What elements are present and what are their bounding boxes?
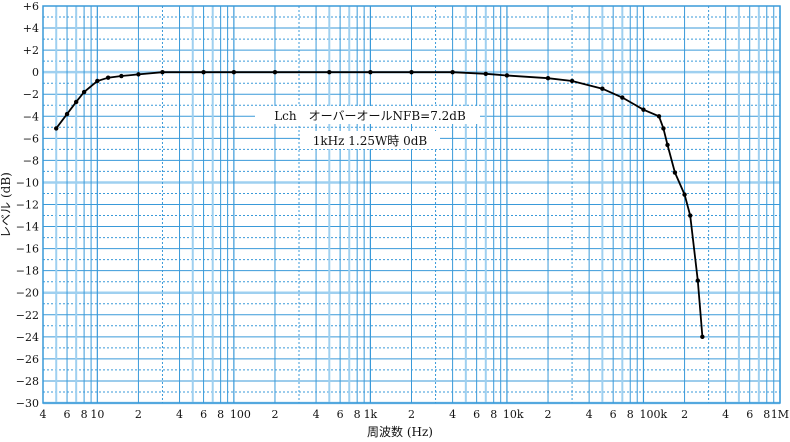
data-point bbox=[54, 126, 59, 131]
data-point bbox=[661, 126, 666, 131]
data-point bbox=[620, 95, 625, 100]
data-point bbox=[695, 278, 700, 283]
data-point bbox=[672, 170, 678, 175]
data-point bbox=[95, 78, 100, 84]
y-tick-label: −20 bbox=[16, 287, 39, 300]
y-tick-label: 0 bbox=[32, 66, 39, 79]
x-tick-label: 2 bbox=[408, 408, 415, 421]
y-tick-label: −30 bbox=[16, 397, 39, 410]
plot-frame bbox=[42, 5, 781, 404]
x-tick-label: 4 bbox=[313, 408, 320, 421]
x-tick-label: 2 bbox=[545, 408, 552, 421]
data-point bbox=[409, 69, 414, 75]
y-tick-label: −8 bbox=[23, 154, 39, 167]
x-tick-label: 100 bbox=[230, 408, 251, 421]
data-point bbox=[119, 73, 124, 79]
data-point bbox=[327, 69, 332, 75]
x-tick-label: 6 bbox=[337, 408, 344, 421]
data-point bbox=[201, 69, 206, 75]
y-tick-label: −12 bbox=[16, 199, 39, 212]
data-point bbox=[545, 76, 551, 81]
data-point bbox=[600, 86, 605, 91]
data-point bbox=[450, 69, 455, 75]
x-tick-label: 10k bbox=[503, 408, 524, 421]
x-tick-label: 6 bbox=[200, 408, 207, 421]
x-tick-label: 2 bbox=[135, 408, 142, 421]
annotation-nfb: Lch オーバーオールNFB=7.2dB bbox=[274, 109, 466, 123]
x-tick-label: 8 bbox=[490, 408, 497, 421]
data-point bbox=[665, 142, 670, 148]
y-tick-label: −26 bbox=[16, 353, 39, 366]
y-tick-label: +4 bbox=[23, 22, 39, 35]
data-point bbox=[656, 114, 662, 119]
x-tick-label: 6 bbox=[473, 408, 480, 421]
data-point bbox=[682, 192, 687, 197]
x-tick-label: 8 bbox=[627, 408, 634, 421]
x-tick-label: 1k bbox=[364, 408, 378, 421]
data-point bbox=[569, 78, 575, 84]
x-tick-label: 2 bbox=[271, 408, 278, 421]
x-tick-label: 1M bbox=[771, 408, 789, 421]
data-point bbox=[700, 334, 705, 340]
y-tick-label: −18 bbox=[16, 265, 39, 278]
x-tick-label: 4 bbox=[722, 408, 729, 421]
tick-labels: 4 6 8 10 2 4 6 8 100 2 4 6 8 1k 2 4 6 8 10k 2 4 6 8 100k 2 4 6 8 1M+… bbox=[16, 0, 789, 421]
y-tick-label: −28 bbox=[16, 375, 39, 388]
y-tick-label: +6 bbox=[23, 0, 39, 13]
series-layer bbox=[54, 69, 705, 340]
x-tick-label: 4 bbox=[176, 408, 183, 421]
y-tick-label: −14 bbox=[16, 221, 39, 234]
data-point bbox=[136, 72, 141, 77]
data-point bbox=[64, 111, 70, 117]
x-tick-label: 100k bbox=[639, 408, 667, 421]
y-tick-label: +2 bbox=[23, 44, 39, 57]
y-tick-label: −6 bbox=[23, 132, 39, 145]
x-tick-label: 6 bbox=[746, 408, 753, 421]
x-tick-label: 4 bbox=[40, 408, 47, 421]
x-tick-label: 8 bbox=[217, 408, 224, 421]
x-tick-label: 8 bbox=[763, 408, 770, 421]
y-tick-label: −4 bbox=[23, 110, 39, 123]
annotation-bg bbox=[255, 106, 480, 124]
data-point bbox=[368, 69, 373, 75]
annotation-bg bbox=[300, 131, 440, 149]
x-tick-label: 4 bbox=[449, 408, 456, 421]
x-tick-label: 10 bbox=[90, 408, 104, 421]
data-point bbox=[688, 213, 693, 218]
data-point bbox=[272, 69, 278, 75]
data-point bbox=[160, 69, 165, 75]
x-tick-label: 8 bbox=[81, 408, 88, 421]
x-tick-label: 4 bbox=[586, 408, 593, 421]
y-tick-label: −24 bbox=[16, 331, 39, 344]
data-point bbox=[105, 75, 111, 80]
data-point bbox=[231, 69, 237, 75]
data-point bbox=[641, 107, 646, 112]
x-axis-label: 周波数 (Hz) bbox=[367, 424, 433, 439]
y-tick-label: −10 bbox=[16, 176, 39, 189]
y-tick-label: −22 bbox=[16, 309, 39, 322]
y-tick-label: −2 bbox=[23, 88, 39, 101]
x-tick-label: 8 bbox=[354, 408, 361, 421]
x-tick-label: 6 bbox=[64, 408, 71, 421]
data-point bbox=[483, 71, 488, 77]
data-point bbox=[504, 73, 510, 78]
y-tick-label: −16 bbox=[16, 243, 39, 256]
x-tick-label: 6 bbox=[610, 408, 617, 421]
annotation-reference: 1kHz 1.25W時 0dB bbox=[313, 134, 428, 148]
data-point bbox=[81, 89, 87, 95]
y-axis-label: レベル (dB) bbox=[0, 172, 13, 238]
data-point bbox=[73, 99, 79, 105]
grid bbox=[42, 5, 781, 405]
x-tick-label: 2 bbox=[681, 408, 688, 421]
